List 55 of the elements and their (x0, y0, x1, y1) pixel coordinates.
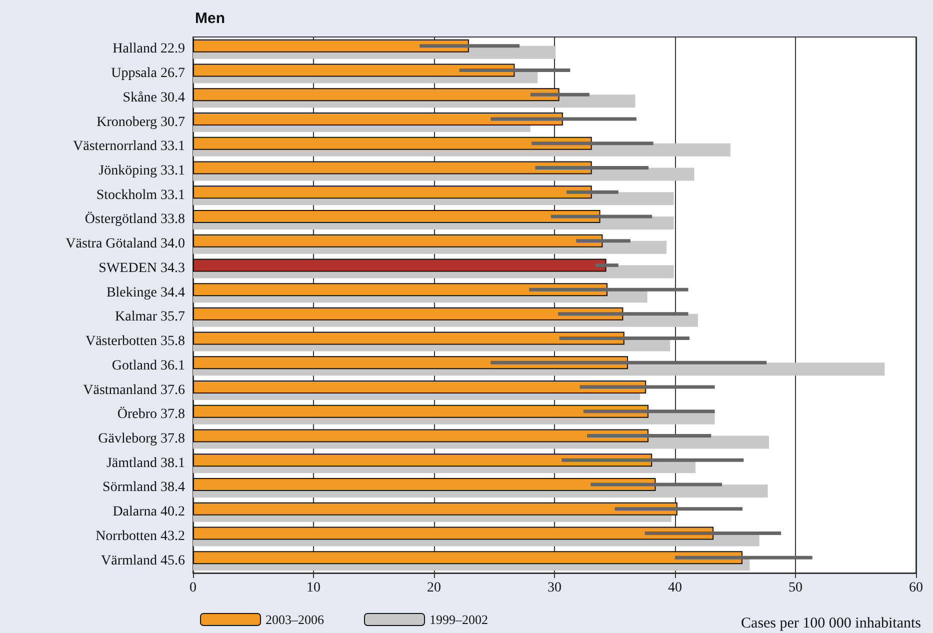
y-tick-label: Västerbotten 35.8 (85, 334, 185, 350)
bar (193, 210, 600, 223)
x-tick-label: 30 (548, 580, 562, 596)
bar (193, 332, 624, 345)
bar (193, 356, 628, 370)
bar (193, 112, 563, 126)
x-tick-label: 20 (427, 580, 441, 596)
bar (193, 234, 603, 248)
bar (193, 478, 656, 491)
y-tick-label: Gävleborg 37.8 (98, 432, 185, 446)
y-tick-label: Västmanland 37.6 (83, 382, 185, 398)
x-tick-label: 10 (306, 580, 320, 596)
bar (193, 307, 624, 320)
bar (193, 380, 646, 394)
bar (193, 283, 608, 296)
bar (193, 454, 652, 467)
x-tick-label: 60 (909, 580, 923, 596)
bar (193, 161, 592, 174)
bar (193, 64, 515, 77)
bar (193, 502, 678, 516)
y-tick-label: Kalmar 35.7 (115, 310, 185, 325)
y-tick-label: Östergötland 33.8 (84, 211, 185, 228)
y-tick-label: Halland 22.9 (112, 42, 185, 57)
chart-title: Men (195, 10, 225, 27)
y-tick-label: Jämtland 38.1 (106, 456, 185, 471)
y-tick-label: Uppsala 26.7 (111, 66, 185, 82)
x-tick-label: 40 (668, 580, 682, 596)
y-tick-label: Jönköping 33.1 (98, 164, 185, 178)
bar (193, 551, 742, 564)
bar (193, 186, 592, 199)
x-tick-label: 0 (190, 580, 196, 596)
bar (193, 404, 648, 418)
bar (193, 136, 592, 150)
legend-label: 2003–2006 (266, 612, 324, 627)
y-tick-label: Värmland 45.6 (101, 553, 185, 568)
bar (193, 88, 560, 102)
x-tick-label: 50 (788, 580, 802, 596)
y-tick-label: SWEDEN 34.3 (98, 260, 185, 276)
bar (193, 526, 714, 540)
y-tick-label: Skåne 30.4 (122, 90, 185, 106)
y-tick-label: Dalarna 40.2 (112, 504, 185, 520)
legend-label: 1999–2002 (430, 612, 488, 627)
y-tick-label: Kronoberg 30.7 (96, 114, 185, 130)
bar (193, 39, 469, 52)
y-tick-label: Västra Götaland 34.0 (66, 236, 185, 252)
y-tick-label: Norrbotten 43.2 (96, 528, 185, 544)
bar (193, 429, 648, 442)
y-tick-label: Blekinge 34.4 (106, 285, 185, 300)
y-tick-label: Stockholm 33.1 (96, 188, 185, 203)
y-tick-label: Västernorrland 33.1 (73, 139, 185, 154)
y-tick-label: Gotland 36.1 (112, 358, 185, 374)
bar (193, 258, 606, 272)
x-axis-title: Cases per 100 000 inhabitants (741, 616, 922, 632)
y-tick-label: Sörmland 38.4 (102, 480, 185, 496)
y-tick-label: Örebro 37.8 (117, 406, 185, 422)
